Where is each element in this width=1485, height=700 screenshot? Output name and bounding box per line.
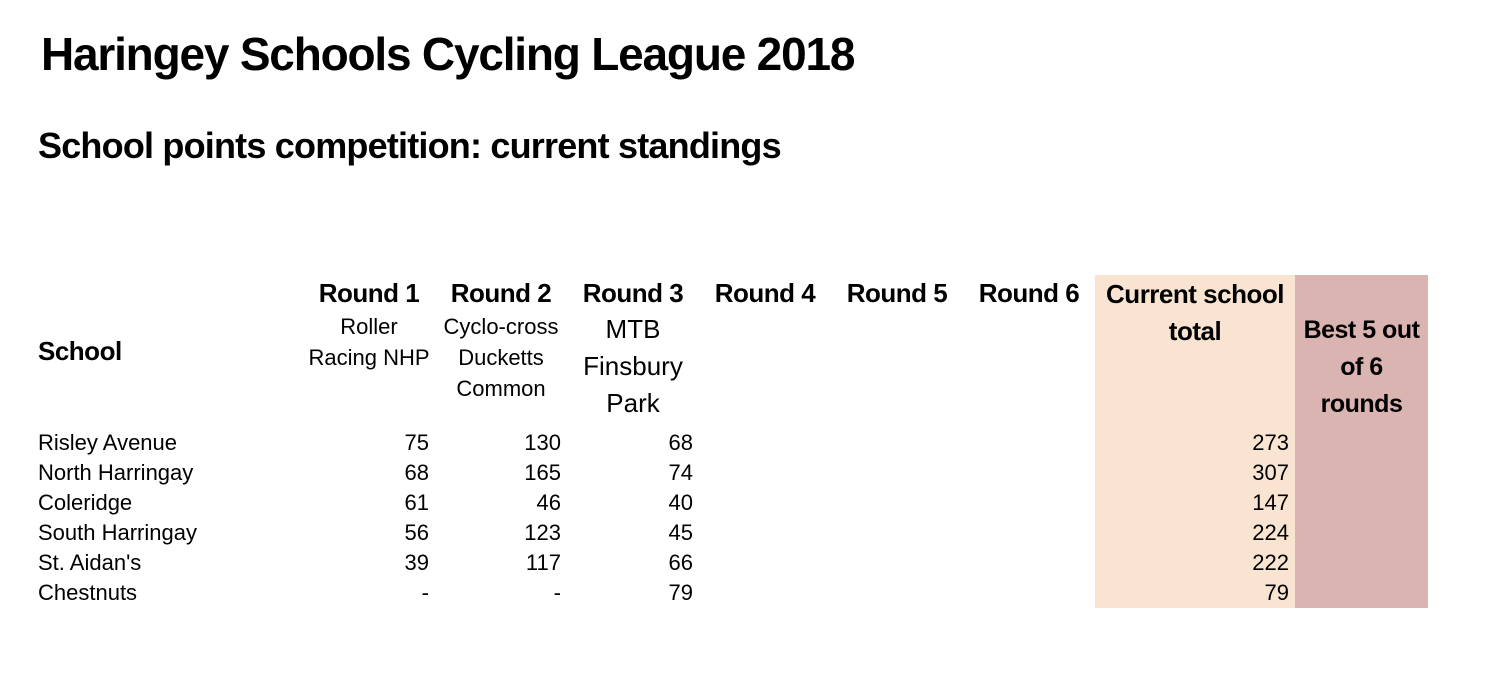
cell-best5	[1295, 578, 1428, 608]
cell-current-total: 222	[1095, 548, 1295, 578]
cell-best5	[1295, 488, 1428, 518]
cell-round6	[963, 488, 1095, 518]
cell-round3: 40	[668, 490, 693, 515]
col-header-round-3: Round 3 MTB Finsbury Park	[567, 275, 699, 428]
cell-round2: 46	[536, 490, 561, 515]
current-total-label: Current school total	[1106, 279, 1284, 346]
cell-best5	[1295, 458, 1428, 488]
col-header-round-1: Round 1 Roller Racing NHP	[303, 275, 435, 428]
cell-round3: 66	[668, 550, 693, 575]
school-name: Risley Avenue	[38, 430, 178, 455]
school-name: St. Aidan's	[38, 550, 142, 575]
cell-round2: 123	[524, 520, 561, 545]
cell-round4	[699, 428, 831, 458]
col-header-round-5: Round 5	[831, 275, 963, 428]
cell-round6	[963, 518, 1095, 548]
cell-round1: 68	[404, 460, 429, 485]
school-name: North Harringay	[38, 460, 194, 485]
cell-round4	[699, 458, 831, 488]
cell-round1: 39	[404, 550, 429, 575]
cell-round4	[699, 488, 831, 518]
col-header-current-total: Current school total	[1095, 275, 1295, 428]
col-header-school: School	[38, 275, 303, 428]
school-name: Chestnuts	[38, 580, 138, 605]
round-1-venue: Roller Racing NHP	[308, 314, 430, 370]
cell-round6	[963, 458, 1095, 488]
school-name: Coleridge	[38, 490, 133, 515]
cell-current-total: 224	[1095, 518, 1295, 548]
cell-round4	[699, 578, 831, 608]
cell-round6	[963, 578, 1095, 608]
page-subtitle: School points competition: current stand…	[38, 125, 782, 166]
cell-best5	[1295, 428, 1428, 458]
cell-round1: 56	[404, 520, 429, 545]
round-6-label: Round 6	[978, 278, 1080, 308]
cell-round6	[963, 428, 1095, 458]
col-header-round-6: Round 6	[963, 275, 1095, 428]
cell-round1: 61	[404, 490, 429, 515]
col-header-best5: Best 5 out of 6 rounds	[1295, 275, 1428, 428]
cell-round2: 117	[525, 550, 561, 575]
cell-best5	[1295, 548, 1428, 578]
round-3-label: Round 3	[582, 278, 684, 308]
standings-table: School Round 1 Roller Racing NHP Round 2…	[38, 275, 1428, 608]
cell-round3: 79	[668, 580, 693, 605]
cell-round5	[831, 578, 963, 608]
col-header-round-4: Round 4	[699, 275, 831, 428]
cell-round5	[831, 518, 963, 548]
round-5-label: Round 5	[846, 278, 948, 308]
cell-current-total: 147	[1095, 488, 1295, 518]
cell-current-total: 79	[1095, 578, 1295, 608]
school-header-label: School	[38, 336, 122, 366]
cell-round2: 130	[524, 430, 561, 455]
page-title: Haringey Schools Cycling League 2018	[41, 28, 855, 80]
cell-round5	[831, 488, 963, 518]
cell-round2: -	[553, 580, 561, 605]
cell-round4	[699, 548, 831, 578]
cell-best5	[1295, 518, 1428, 548]
cell-round3: 74	[668, 460, 693, 485]
cell-round2: 165	[524, 460, 561, 485]
cell-round3: 68	[668, 430, 693, 455]
round-2-label: Round 2	[450, 278, 552, 308]
cell-round3: 45	[668, 520, 693, 545]
round-2-venue: Cyclo-cross Ducketts Common	[443, 314, 559, 401]
cell-round5	[831, 548, 963, 578]
cell-round5	[831, 458, 963, 488]
cell-current-total: 307	[1095, 458, 1295, 488]
cell-round1: -	[421, 580, 429, 605]
cell-round4	[699, 518, 831, 548]
cell-round5	[831, 428, 963, 458]
cell-round6	[963, 548, 1095, 578]
best5-label: Best 5 out of 6 rounds	[1303, 316, 1420, 418]
school-name: South Harringay	[38, 520, 197, 545]
cell-current-total: 273	[1095, 428, 1295, 458]
col-header-round-2: Round 2 Cyclo-cross Ducketts Common	[435, 275, 567, 428]
round-1-label: Round 1	[318, 278, 420, 308]
round-4-label: Round 4	[714, 278, 816, 308]
round-3-venue: MTB Finsbury Park	[583, 314, 683, 418]
cell-round1: 75	[404, 430, 429, 455]
